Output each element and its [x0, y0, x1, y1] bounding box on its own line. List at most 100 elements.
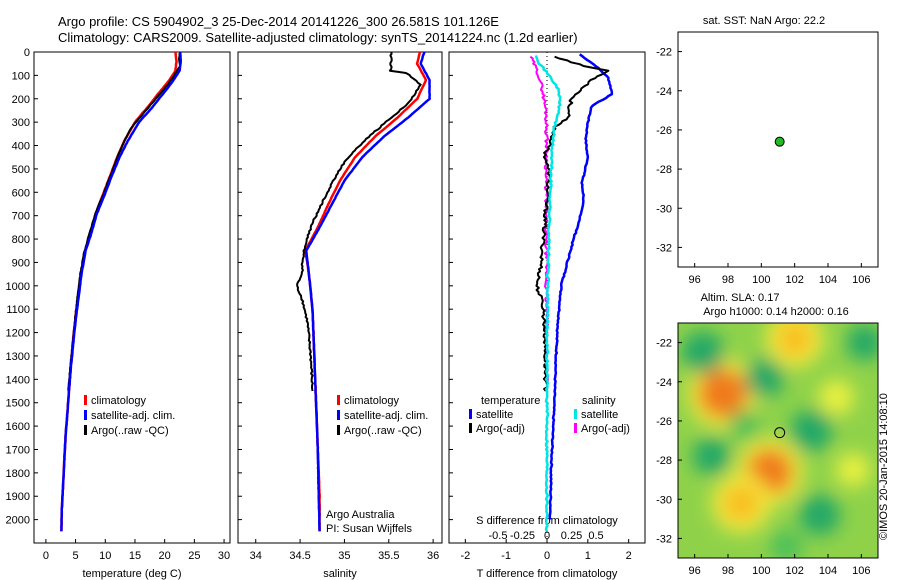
difference-legend-3-label: Argo(-adj) [581, 423, 630, 435]
sst-map-ytick-label: -32 [656, 242, 672, 254]
sla-map-ytick-label: -28 [656, 455, 672, 467]
temperature-frame [33, 51, 231, 544]
difference-xtick-label: 1 [585, 550, 591, 562]
temperature-xtick-label: 0 [43, 550, 49, 562]
title-line2: Climatology: CARS2009. Satellite-adjuste… [58, 30, 578, 45]
sst-map-ytick-label: -30 [656, 203, 672, 215]
temperature-xlabel: temperature (deg C) [82, 568, 181, 580]
sst-map-xtick-label: 96 [689, 274, 701, 286]
temperature-ytick-label: 1300 [6, 351, 30, 363]
sst-map-panel: -22 -24 -26 -28 -30 -32 96 98 100 102 104 106 [656, 31, 879, 286]
temperature-xtick-label: 5 [73, 550, 79, 562]
sla-map-xtick-label: 104 [819, 565, 837, 577]
sla-map-field [678, 323, 878, 558]
temperature-line-satellite [60, 51, 182, 532]
difference-s-tick-label: 0.5 [588, 530, 603, 542]
sla-map-frame [677, 322, 879, 559]
difference-legend-title-t: temperature [481, 395, 540, 407]
difference-xtick-label: 0 [544, 550, 550, 562]
temperature-legend-1-label: satellite-adj. clim. [91, 410, 175, 422]
temperature-ytick-label: 1900 [6, 491, 30, 503]
sla-map-ytick-label: -32 [656, 533, 672, 545]
salinity-panel: 34 34.5 35 35.5 36 salinity climatology satelli… [237, 51, 443, 580]
sla-map-cell [681, 331, 725, 374]
salinity-xtick-label: 36 [427, 550, 439, 562]
temperature-panel: 0100200300400500600700800900100011001200… [6, 47, 231, 580]
temperature-ytick-label: 1400 [6, 374, 30, 386]
salinity-xtick-label: 34 [250, 550, 262, 562]
difference-line-t-argo [535, 55, 610, 392]
difference-s-tick-label: 0.25 [561, 530, 582, 542]
temperature-legend-2-label: Argo(..raw -QC) [91, 425, 169, 437]
salinity-xtick-label: 34.5 [289, 550, 310, 562]
salinity-xlabel: salinity [323, 568, 357, 580]
sla-map-cell [790, 409, 833, 452]
temperature-ytick-label: 1100 [6, 304, 30, 316]
salinity-legend-2-swatch [337, 425, 340, 435]
difference-legend-3-swatch [574, 423, 577, 433]
sla-map-cell [692, 437, 731, 475]
sst-map-xtick-label: 102 [785, 274, 803, 286]
salinity-legend-1-swatch [337, 410, 340, 420]
salinity-frame [237, 51, 443, 544]
difference-legend-1-label: Argo(-adj) [476, 423, 525, 435]
difference-xtick-label: -1 [501, 550, 511, 562]
sla-map-cell [799, 494, 841, 536]
temperature-ytick-label: 300 [12, 117, 30, 129]
difference-s-tick-label: -0.25 [510, 530, 535, 542]
difference-xlabel: T difference from climatology [477, 568, 618, 580]
sla-map-title-2: Argo h1000: 0.14 h2000: 0.16 [703, 306, 849, 318]
difference-legend-title-s: salinity [582, 395, 616, 407]
sla-map-cell [769, 529, 803, 558]
sst-map-frame [677, 31, 879, 268]
sst-map-ytick-label: -26 [656, 125, 672, 137]
difference-line-s-satellite [534, 55, 562, 532]
difference-legend-2-swatch [574, 409, 577, 419]
sst-map-ytick-label: -24 [656, 86, 672, 98]
temperature-xtick-label: 20 [159, 550, 171, 562]
salinity-legend-1-label: satellite-adj. clim. [344, 410, 428, 422]
sla-map-argo-marker [774, 427, 786, 439]
temperature-xtick-label: 10 [99, 550, 111, 562]
sla-map-ytick-label: -26 [656, 416, 672, 428]
salinity-legend-0-label: climatology [344, 395, 400, 407]
difference-xtick-label: 2 [626, 550, 632, 562]
temperature-ytick-label: 100 [12, 70, 30, 82]
temperature-ytick-label: 0 [24, 47, 30, 59]
sla-map-cell [745, 358, 785, 398]
sla-map-blobs [681, 323, 878, 558]
salinity-line-satellite [304, 51, 431, 532]
temperature-ytick-label: 1700 [6, 444, 30, 456]
temperature-xtick-label: 25 [188, 550, 200, 562]
sla-map-ytick-label: -22 [656, 338, 672, 350]
temperature-ytick-label: 2000 [6, 515, 30, 527]
temperature-xtick-label: 15 [129, 550, 141, 562]
temperature-ytick-label: 600 [12, 187, 30, 199]
sst-map-point [774, 136, 785, 147]
sla-map-ytick-label: -24 [656, 377, 672, 389]
difference-xtick-label: -2 [460, 550, 470, 562]
sla-map-cell [818, 379, 855, 416]
sla-map-cell [729, 410, 760, 440]
temperature-legend-0-label: climatology [91, 395, 147, 407]
sst-map-xtick-label: 100 [752, 274, 770, 286]
sla-map-xtick-label: 98 [722, 565, 734, 577]
temperature-ytick-label: 1200 [6, 328, 30, 340]
temperature-legend-1-swatch [84, 410, 87, 420]
difference-legend-2-label: satellite [581, 409, 618, 421]
difference-legend-1-swatch [469, 423, 472, 433]
salinity-annotation-2: PI: Susan Wijffels [326, 523, 412, 535]
temperature-ytick-label: 700 [12, 211, 30, 223]
temperature-legend-0-swatch [84, 395, 87, 405]
salinity-line-climatology [304, 51, 428, 532]
sla-map-panel: -22 -24 -26 -28 -30 -32 96 98 100 102 104 106 [656, 322, 879, 577]
difference-legend-0-swatch [469, 409, 472, 419]
sst-map-xtick-label: 106 [852, 274, 870, 286]
difference-legend-0-label: satellite [476, 409, 513, 421]
sla-map-xtick-label: 106 [852, 565, 870, 577]
temperature-ytick-label: 800 [12, 234, 30, 246]
sst-map-xtick-label: 104 [819, 274, 837, 286]
sla-map-xtick-label: 100 [752, 565, 770, 577]
sla-map-cell [721, 483, 761, 523]
